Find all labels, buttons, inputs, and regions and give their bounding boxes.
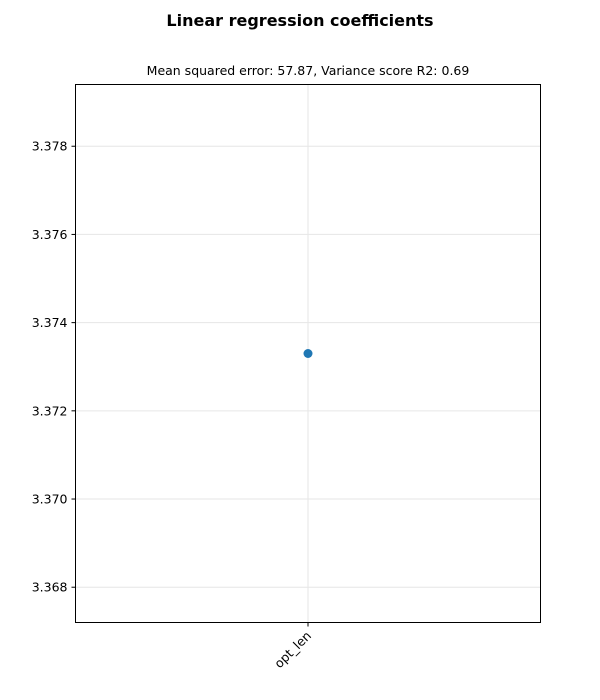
figure-title: Linear regression coefficients [166, 11, 434, 30]
data-point [303, 349, 313, 358]
x-axis: opt_len [271, 622, 314, 671]
data-points [303, 349, 313, 358]
y-tick-label: 3.370 [32, 492, 68, 507]
y-tick-label: 3.372 [32, 403, 68, 418]
y-tick-label: 3.374 [32, 315, 68, 330]
y-axis: 3.368 3.370 3.372 3.374 3.376 3.378 [32, 139, 76, 595]
y-tick-label: 3.378 [32, 139, 68, 154]
axes-title: Mean squared error: 57.87, Variance scor… [146, 63, 470, 78]
x-tick-label: opt_len [271, 628, 314, 671]
y-tick-label: 3.368 [32, 580, 68, 595]
y-tick-label: 3.376 [32, 227, 68, 242]
